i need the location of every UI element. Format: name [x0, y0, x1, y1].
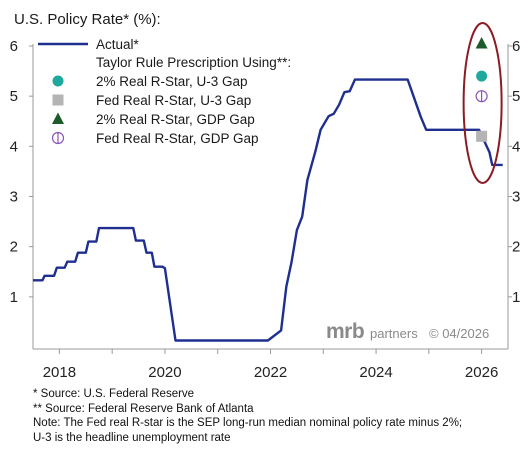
x-tick-label-2022: 2022 — [254, 364, 287, 381]
x-tick-label-2026: 2026 — [465, 364, 498, 381]
y-tick-label-right-1: 1 — [512, 289, 520, 306]
y-tick-label-right-4: 4 — [512, 138, 520, 155]
legend-label-2-real-r-star-u-3-gap: 2% Real R-Star, U-3 Gap — [96, 74, 248, 89]
taylor-point-2-real-r-star-u-3-gap — [476, 70, 488, 82]
legend-marker-2-real-r-star-u-3-gap — [52, 75, 64, 87]
footnote-note-u3: U-3 is the headline unemployment rate — [33, 431, 231, 444]
y-tick-label-left-2: 2 — [10, 239, 18, 256]
x-tick-label-2024: 2024 — [359, 364, 392, 381]
y-tick-label-right-5: 5 — [512, 88, 520, 105]
legend-marker-fed-real-r-star-u-3-gap — [52, 94, 64, 106]
y-tick-label-right-2: 2 — [512, 239, 520, 256]
y-tick-label-right-3: 3 — [512, 189, 520, 206]
brand-partners: partners — [370, 326, 418, 341]
brand-logo: mrb — [326, 320, 364, 343]
x-tick-label-2020: 2020 — [148, 364, 181, 381]
y-tick-label-left-5: 5 — [10, 88, 18, 105]
taylor-point-fed-real-r-star-u-3-gap — [476, 130, 488, 142]
policy-rate-chart: U.S. Policy Rate* (%): 1 1 2 2 3 3 4 4 5 5 6 6 2018 20… — [10, 11, 521, 381]
footnote-source-fed: * Source: U.S. Federal Reserve — [33, 388, 195, 400]
brand-date: © 04/2026 — [429, 326, 489, 341]
actual-policy-rate-line — [33, 78, 503, 342]
y-tick-label-left-4: 4 — [10, 138, 18, 155]
legend-marker-2-real-r-star-gdp-gap — [52, 112, 64, 124]
x-tick-label-2018: 2018 — [43, 364, 76, 381]
y-tick-label-left-1: 1 — [10, 289, 18, 306]
chart-title: U.S. Policy Rate* (%): — [14, 11, 161, 28]
y-tick-label-left-3: 3 — [10, 189, 18, 206]
legend-label-fed-real-r-star-gdp-gap: Fed Real R-Star, GDP Gap — [96, 131, 259, 146]
taylor-point-2-real-r-star-gdp-gap — [475, 36, 488, 49]
legend-label-fed-real-r-star-u-3-gap: Fed Real R-Star, U-3 Gap — [96, 93, 251, 108]
highlight-ellipse — [462, 22, 503, 184]
footnote-note-rstar: Note: The Fed real R-star is the SEP lon… — [33, 417, 463, 429]
y-tick-label-left-6: 6 — [10, 38, 18, 55]
footnote-source-atlanta: ** Source: Federal Reserve Bank of Atlan… — [33, 402, 254, 415]
legend-actual-label: Actual* — [96, 37, 140, 52]
footnotes: * Source: U.S. Federal Reserve ** Source… — [33, 387, 528, 445]
legend-taylor-header: Taylor Rule Prescription Using**: — [96, 55, 291, 70]
legend-label-2-real-r-star-gdp-gap: 2% Real R-Star, GDP Gap — [96, 112, 255, 127]
y-tick-label-right-6: 6 — [512, 38, 520, 55]
